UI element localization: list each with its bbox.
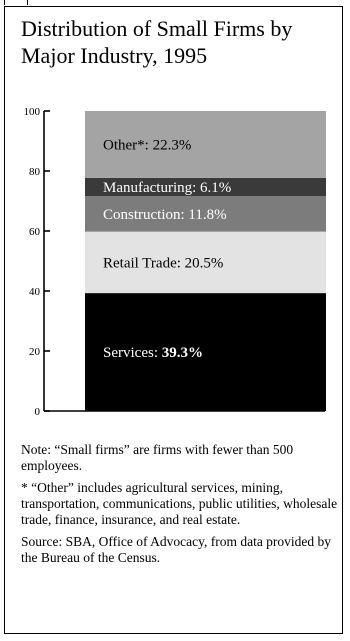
chart-title: Distribution of Small Firms by Major Ind… [21, 16, 293, 68]
segment-label-other: Other*: 22.3% [103, 137, 191, 153]
segment-label-construction: Construction: 11.8% [103, 207, 227, 223]
stacked-bar-chart: 0 20 40 60 80 100 Services: 39.3% Retail Trade… [24, 106, 326, 418]
bar-segment-manufacturing [85, 177, 326, 197]
segment-label-services: Services: 39.3% [103, 345, 203, 361]
segment-label-value-services: 39.3% [162, 345, 203, 361]
bar-segment-services [85, 293, 326, 411]
y-tick-label-0: 0 [35, 406, 41, 418]
y-tick-label-80: 80 [29, 166, 41, 178]
bar-segment-construction [85, 196, 326, 232]
stacked-bar: Services: 39.3% Retail Trade: 20.5% Constr… [85, 111, 326, 411]
segment-label-manufacturing: Manufacturing: 6.1% [103, 180, 231, 196]
y-tick-label-100: 100 [24, 106, 41, 118]
y-tick-label-60: 60 [29, 226, 41, 238]
bar-segment-retail-trade [85, 231, 326, 294]
notes-section: Note: “Small firms” are firms with fewer… [21, 442, 339, 572]
bar-segment-other [85, 111, 326, 178]
source-note: Source: SBA, Office of Advocacy, from da… [21, 534, 332, 565]
top-border-stub [4, 0, 28, 5]
segment-label-text-services: Services: [103, 345, 162, 361]
segment-label-retail-trade: Retail Trade: 20.5% [103, 255, 223, 271]
other-footnote: * “Other” includes agricultural services… [21, 480, 338, 527]
figure-frame: Distribution of Small Firms by Major Ind… [4, 6, 343, 634]
y-tick-label-40: 40 [29, 286, 41, 298]
small-firms-note: Note: “Small firms” are firms with fewer… [21, 442, 294, 473]
y-tick-label-20: 20 [29, 346, 41, 358]
